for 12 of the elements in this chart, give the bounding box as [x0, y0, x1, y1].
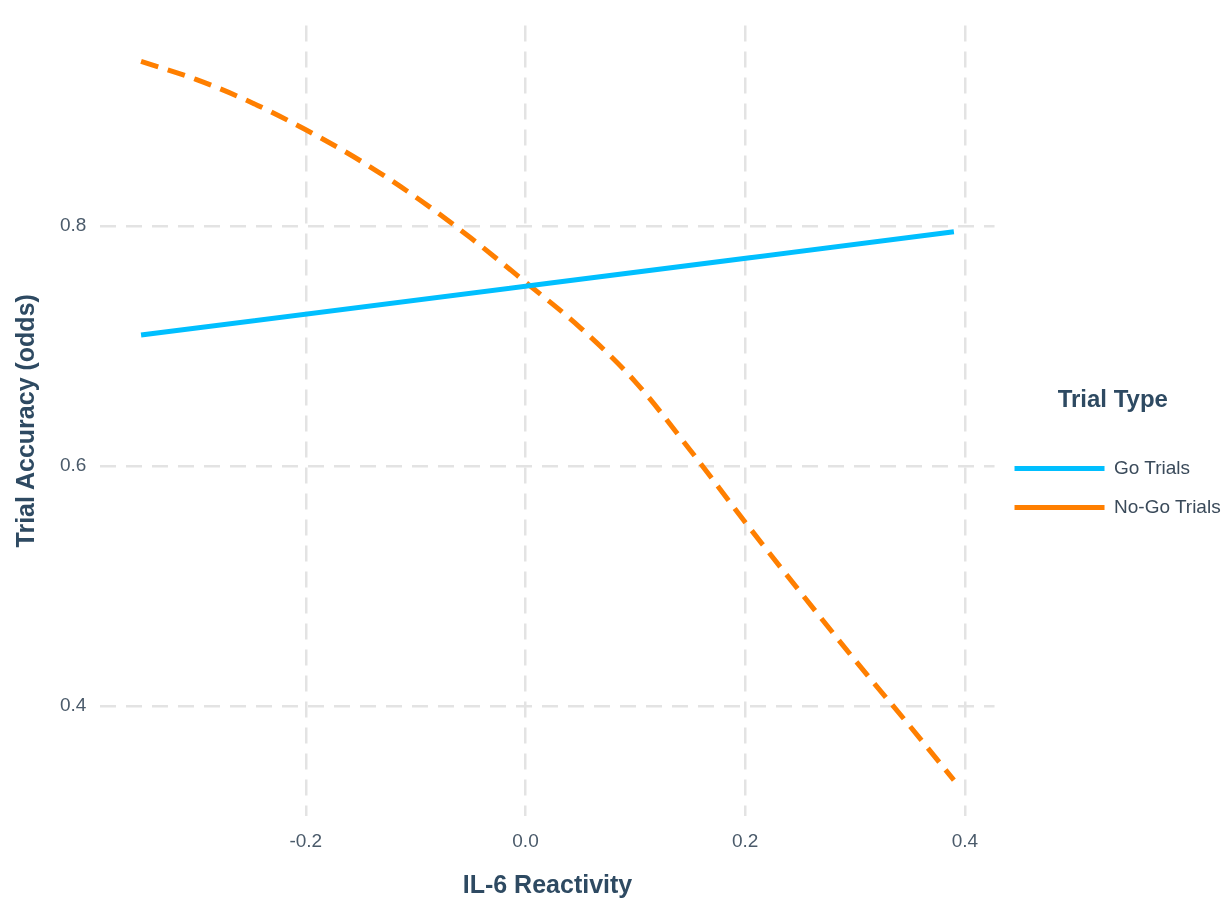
- legend-title: Trial Type: [1057, 384, 1168, 412]
- legend-label: No-Go Trials: [1114, 495, 1221, 517]
- y-tick-label: 0.4: [59, 694, 87, 716]
- x-tick-label: -0.2: [289, 829, 323, 851]
- y-tick-label: 0.6: [59, 454, 87, 476]
- x-tick-label: 0.4: [951, 829, 979, 851]
- legend-label: Go Trials: [1114, 456, 1191, 478]
- x-axis-title: IL-6 Reactivity: [462, 869, 633, 898]
- y-tick-label: 0.8: [59, 214, 87, 236]
- x-tick-label: 0.0: [512, 829, 539, 851]
- x-tick-label: 0.2: [731, 829, 759, 851]
- y-axis-title: Trial Accuracy (odds): [10, 294, 39, 548]
